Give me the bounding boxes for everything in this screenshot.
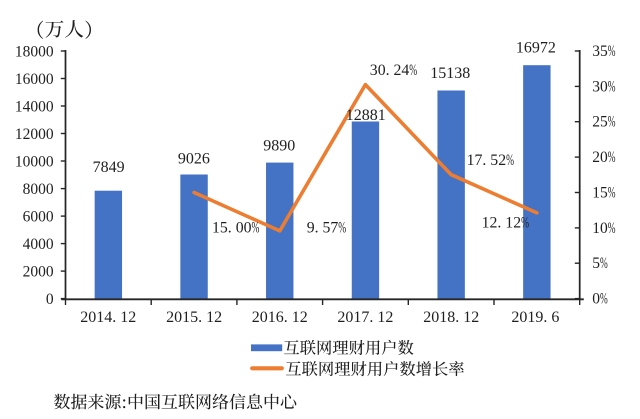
svg-text:12. 12: 12. 12 (482, 215, 522, 232)
svg-text:30: 30 (592, 78, 608, 95)
svg-text:%: % (608, 184, 616, 201)
svg-text:20: 20 (592, 149, 608, 166)
svg-text:%: % (608, 43, 616, 60)
svg-text:%: % (338, 218, 346, 236)
svg-text:%: % (608, 220, 616, 237)
svg-text:15. 00: 15. 00 (212, 220, 252, 237)
svg-text:15: 15 (592, 185, 608, 202)
svg-text:6000: 6000 (23, 208, 54, 225)
svg-text:8000: 8000 (23, 181, 54, 198)
svg-text:2017. 12: 2017. 12 (337, 309, 393, 326)
svg-text:%: % (409, 60, 417, 78)
svg-text:25: 25 (592, 114, 608, 131)
svg-text:16000: 16000 (15, 71, 54, 88)
svg-text:12000: 12000 (15, 126, 54, 143)
svg-text:2000: 2000 (23, 263, 54, 280)
svg-text:0: 0 (592, 291, 600, 308)
svg-text:30. 24: 30. 24 (370, 62, 410, 79)
svg-text:18000: 18000 (15, 43, 54, 60)
svg-text:17. 52: 17. 52 (467, 152, 507, 169)
svg-text:%: % (600, 290, 608, 307)
svg-text:%: % (608, 78, 616, 95)
svg-text:14000: 14000 (15, 98, 54, 115)
svg-text:%: % (506, 150, 514, 168)
svg-text:%: % (600, 255, 608, 272)
svg-text:0: 0 (46, 291, 54, 308)
svg-text:5: 5 (592, 255, 600, 272)
svg-text:%: % (608, 113, 616, 130)
svg-text:2018. 12: 2018. 12 (423, 309, 479, 326)
svg-text:9. 57: 9. 57 (307, 219, 339, 236)
svg-text:10: 10 (592, 220, 608, 237)
svg-text:%: % (252, 218, 260, 236)
svg-text:%: % (608, 149, 616, 166)
svg-text:7849: 7849 (93, 159, 125, 176)
svg-text:2015. 12: 2015. 12 (166, 309, 222, 326)
svg-text:2016. 12: 2016. 12 (252, 309, 308, 326)
svg-text:15138: 15138 (430, 65, 470, 82)
svg-text:4000: 4000 (23, 236, 54, 253)
svg-text:16972: 16972 (516, 40, 556, 57)
svg-text:12881: 12881 (346, 107, 386, 124)
svg-text:2019. 6: 2019. 6 (511, 309, 559, 326)
svg-text:9890: 9890 (263, 138, 295, 155)
svg-text:2014. 12: 2014. 12 (80, 309, 136, 326)
svg-text:10000: 10000 (15, 153, 54, 170)
svg-text:35: 35 (592, 43, 608, 60)
svg-text:%: % (521, 213, 529, 231)
svg-text:9026: 9026 (178, 151, 210, 168)
